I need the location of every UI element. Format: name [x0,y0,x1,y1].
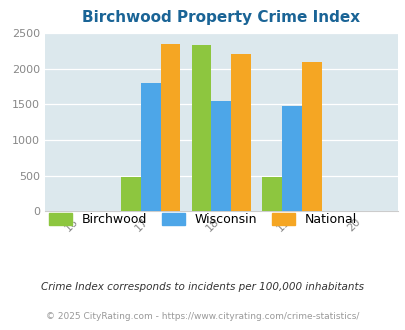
Legend: Birchwood, Wisconsin, National: Birchwood, Wisconsin, National [44,208,361,231]
Bar [121,177,141,211]
Bar [281,106,301,211]
Bar [211,101,230,211]
Text: Crime Index corresponds to incidents per 100,000 inhabitants: Crime Index corresponds to incidents per… [41,282,364,292]
Title: Birchwood Property Crime Index: Birchwood Property Crime Index [82,10,360,25]
Bar [141,83,160,211]
Bar [230,54,250,211]
Bar [160,44,180,211]
Bar [301,61,321,211]
Text: © 2025 CityRating.com - https://www.cityrating.com/crime-statistics/: © 2025 CityRating.com - https://www.city… [46,312,359,321]
Bar [191,46,211,211]
Bar [262,177,281,211]
